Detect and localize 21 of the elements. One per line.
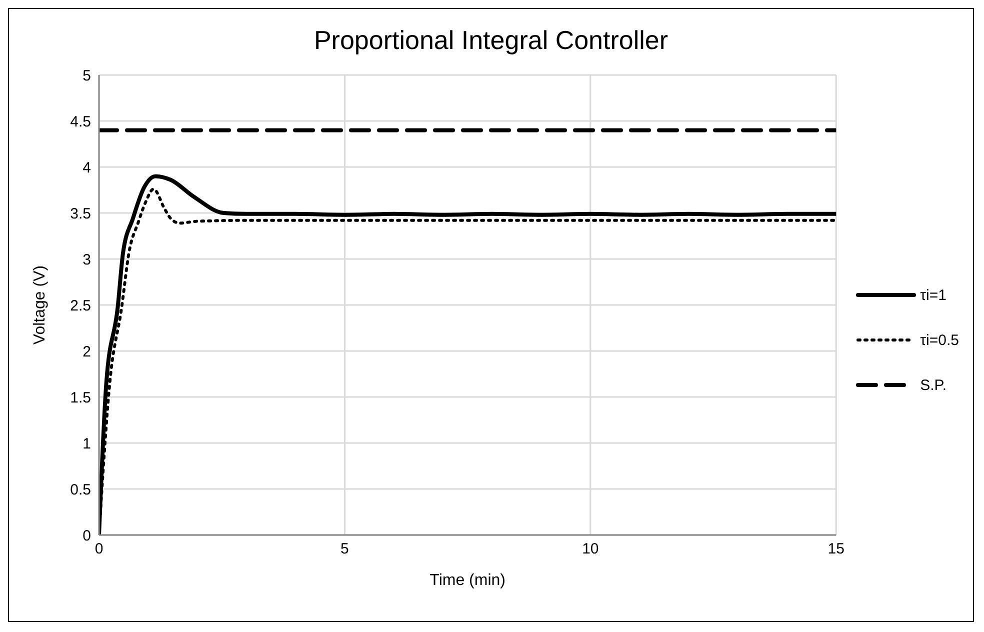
y-tick-label: 4 [82,159,91,176]
y-tick-label: 3.5 [70,205,91,222]
legend-label: τi=0.5 [920,332,959,348]
y-tick-label: 2 [82,343,91,360]
y-tick-label: 3 [82,251,91,268]
x-tick-label: 5 [340,540,349,558]
y-tick-label: 1.5 [70,389,91,406]
y-tick-label: 0 [82,527,91,544]
y-tick-label: 5 [82,67,91,84]
legend-label: τi=1 [920,286,946,304]
x-tick-label: 15 [828,540,844,558]
chart-title: Proportional Integral Controller [312,25,670,57]
x-tick-label: 0 [94,540,104,558]
legend-label: S.P. [920,376,947,394]
y-tick-label: 2.5 [70,297,91,314]
y-axis-title: Voltage (V) [32,265,49,345]
y-tick-label: 1 [82,435,91,452]
y-tick-label: 4.5 [70,113,91,130]
x-tick-label: 10 [582,540,599,558]
y-tick-label: 0.5 [70,481,91,498]
x-axis-title: Time (min) [430,572,506,589]
